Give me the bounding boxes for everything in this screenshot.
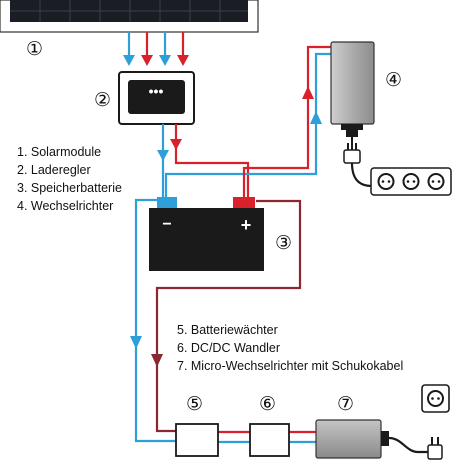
dcdc-converter-number: ⑥ [259, 393, 276, 415]
monitor-to-converter-wires [218, 430, 316, 444]
wall-socket-icon [421, 384, 450, 413]
inverter-plug [343, 143, 373, 188]
legend-item-battery-monitor: 5. Batteriewächter [177, 323, 278, 337]
controller-wire-arrows [157, 139, 182, 161]
legend-item-solar-modules: 1. Solarmodule [17, 145, 102, 159]
dcdc-converter [249, 423, 290, 457]
lower-wire-arrows [130, 336, 163, 367]
controller-to-battery-wires [161, 124, 250, 198]
schuko-plug [427, 437, 443, 460]
legend-item-inverter: 4. Wechselrichter [17, 199, 114, 213]
power-strip [370, 167, 452, 196]
legend-item-dcdc-converter: 6. DC/DC Wandler [177, 341, 281, 355]
battery-minus-label: − [162, 216, 171, 233]
legend-item-storage-battery: 3. Speicherbatterie [17, 181, 122, 195]
solar-module [0, 0, 259, 33]
charge-controller-number: ② [94, 89, 111, 111]
battery-plus-label: + [241, 215, 252, 235]
solar-to-controller-wires [127, 32, 185, 60]
inverter-number: ④ [385, 69, 402, 91]
battery-monitor [175, 423, 219, 457]
battery-to-inverter-wires [164, 45, 332, 198]
solar-module-number: ① [26, 38, 43, 60]
charge-controller [118, 71, 195, 125]
legend-item-micro-inverter: 7. Micro-Wechselrichter mit Schukokabel [177, 359, 404, 373]
battery-to-monitor-wires [134, 198, 302, 443]
micro-inverter [315, 419, 428, 459]
solar-wire-arrows [123, 55, 189, 66]
battery-monitor-number: ⑤ [186, 393, 203, 415]
battery-number: ③ [275, 232, 292, 254]
micro-inverter-number: ⑦ [337, 393, 354, 415]
storage-battery [149, 197, 264, 271]
inverter-wire-arrows [302, 86, 322, 124]
controller-display-dots: ••• [149, 83, 164, 99]
legend-item-charge-controller: 2. Laderegler [17, 163, 91, 177]
inverter [330, 41, 375, 150]
